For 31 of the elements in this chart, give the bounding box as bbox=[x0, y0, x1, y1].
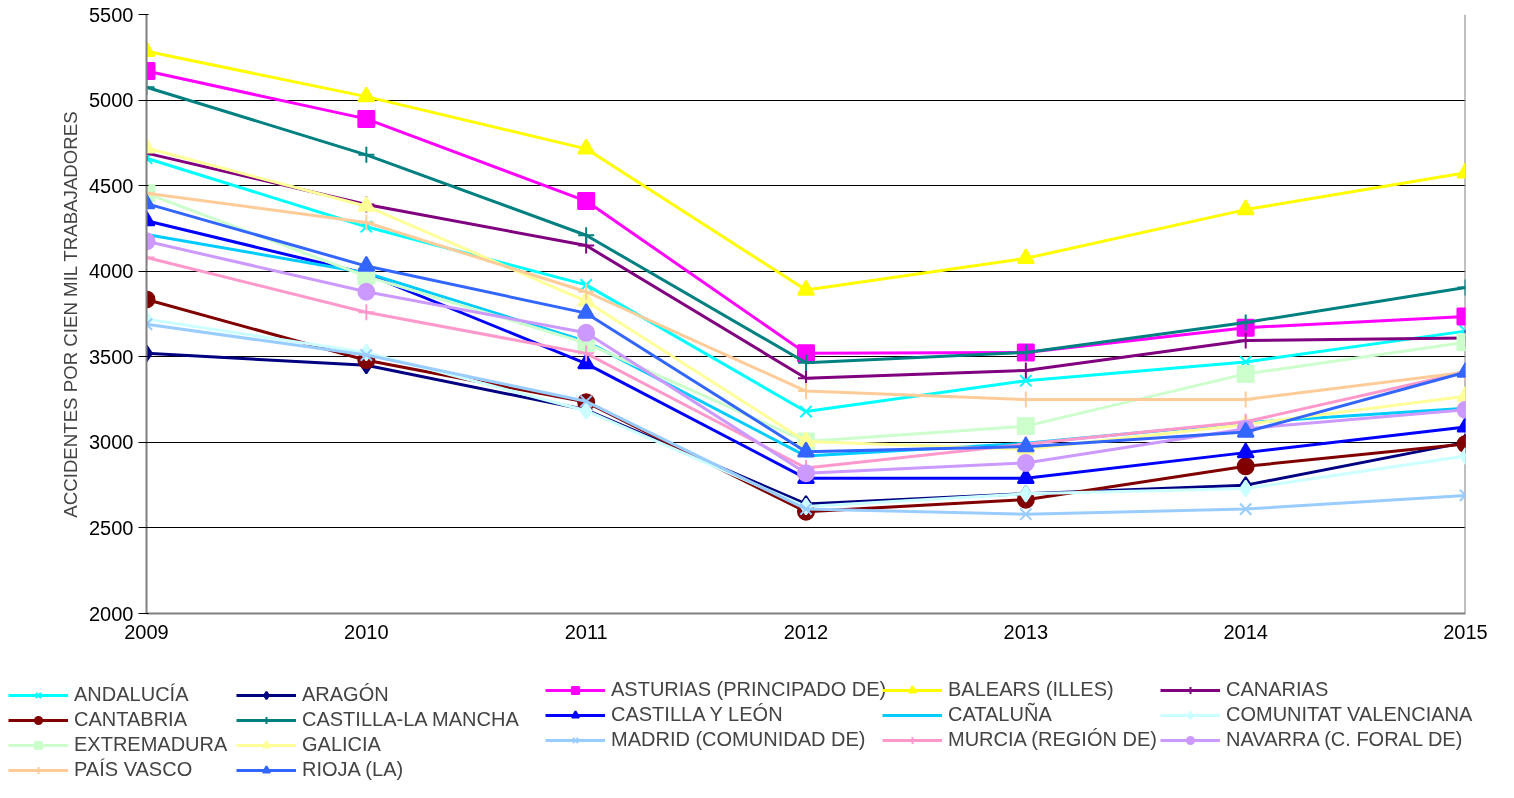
legend-label: MURCIA (REGIÓN DE) bbox=[948, 728, 1157, 751]
legend-label: ANDALUCÍA bbox=[74, 683, 189, 706]
y-tick-label: 3000 bbox=[89, 431, 134, 454]
legend-label: NAVARRA (C. FORAL DE) bbox=[1226, 728, 1463, 751]
x-tick-label: 2010 bbox=[344, 620, 389, 643]
legend-label: MADRID (COMUNIDAD DE) bbox=[611, 728, 866, 751]
legend-label: CATALUÑA bbox=[948, 703, 1052, 726]
x-tick-label: 2012 bbox=[783, 620, 829, 643]
legend-label: CASTILLA-LA MANCHA bbox=[302, 708, 519, 731]
legend-label: CANTABRIA bbox=[74, 708, 187, 731]
y-tick-label: 4000 bbox=[89, 260, 134, 283]
legend-label: PAÍS VASCO bbox=[74, 758, 193, 781]
x-tick-label: 2015 bbox=[1443, 620, 1488, 643]
legend-label: GALICIA bbox=[302, 733, 381, 756]
legend-label: ASTURIAS (PRINCIPADO DE) bbox=[611, 678, 887, 701]
legend-label: EXTREMADURA bbox=[74, 733, 228, 756]
x-tick-label: 2011 bbox=[564, 620, 608, 643]
y-tick-label: 4500 bbox=[89, 174, 134, 197]
y-tick-label: 5000 bbox=[89, 89, 134, 112]
x-tick-label: 2014 bbox=[1223, 620, 1268, 643]
legend-label: BALEARS (ILLES) bbox=[948, 678, 1114, 701]
x-tick-label: 2013 bbox=[1003, 620, 1049, 643]
legend-label: RIOJA (LA) bbox=[302, 758, 404, 781]
y-axis-title: ACCIDENTES POR CIEN MIL TRABAJADORES bbox=[60, 111, 82, 518]
legend-label: ARAGÓN bbox=[302, 683, 389, 706]
legend-label: CANARIAS bbox=[1226, 678, 1329, 701]
y-tick-label: 2500 bbox=[89, 516, 134, 539]
y-tick-label: 3500 bbox=[89, 345, 134, 368]
legend-label: CASTILLA Y LEÓN bbox=[611, 703, 783, 726]
y-tick-label: 5500 bbox=[89, 3, 134, 26]
legend-label: COMUNITAT VALENCIANA bbox=[1226, 703, 1473, 726]
